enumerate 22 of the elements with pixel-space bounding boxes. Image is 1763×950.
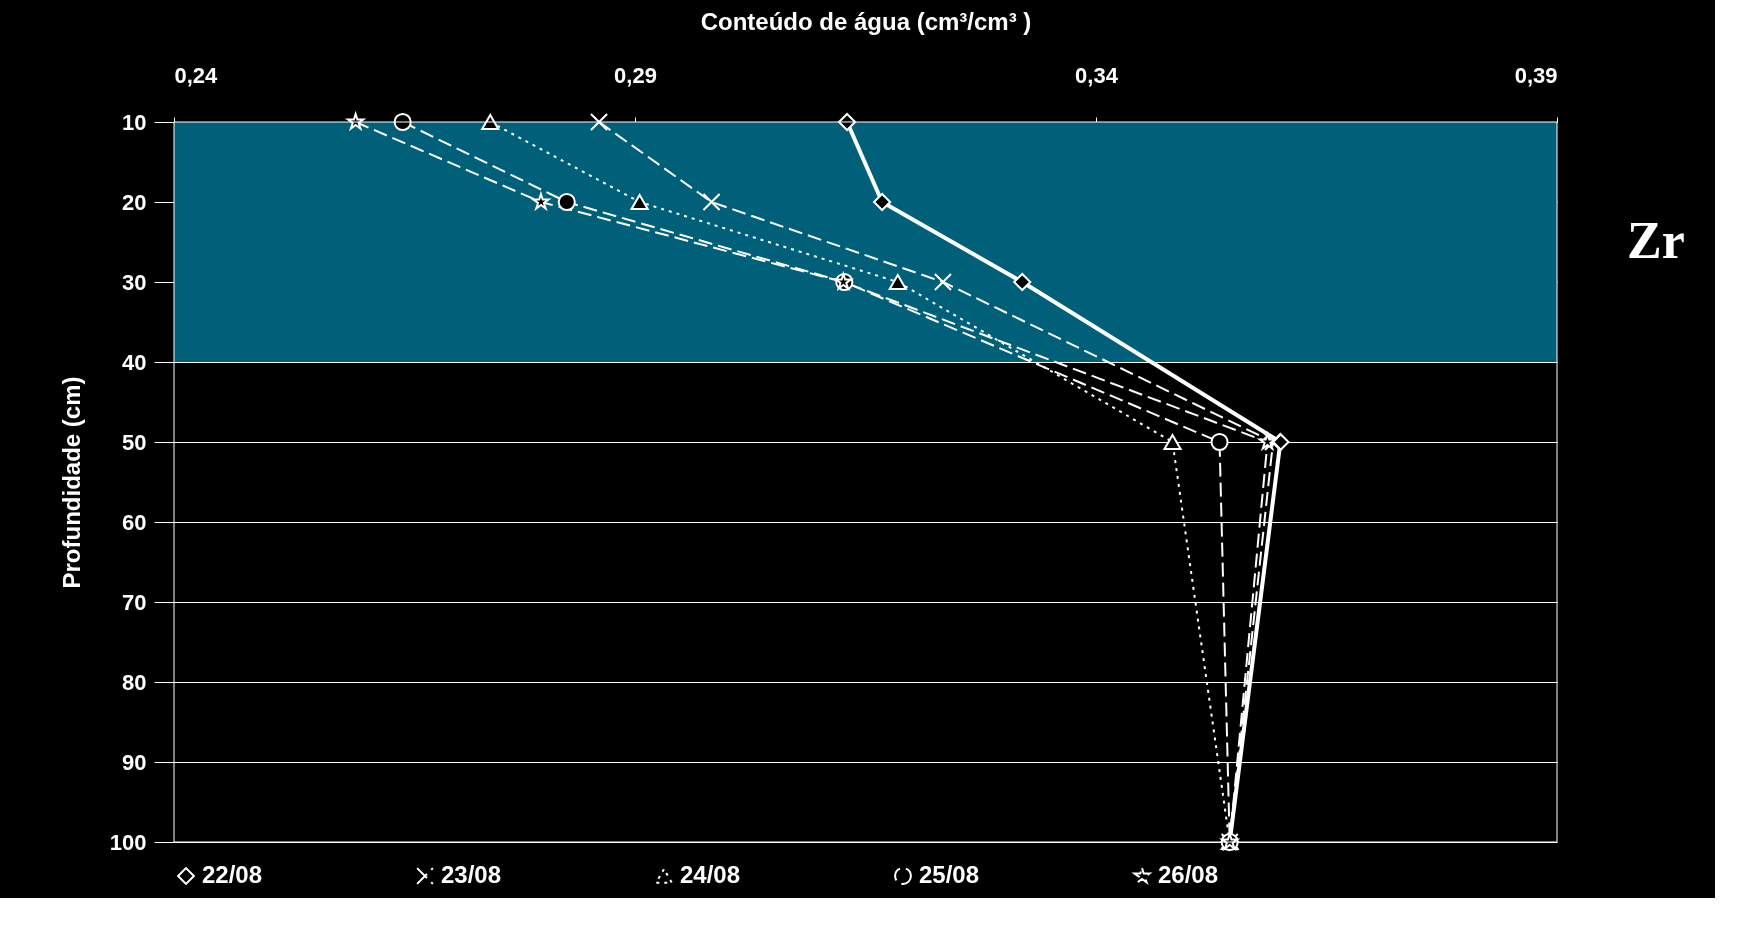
legend-label: 25/08 [919, 861, 980, 888]
y-tick-label: 40 [122, 349, 147, 375]
y-tick-label: 90 [122, 749, 147, 775]
x-axis-title: Conteúdo de água (cm³/cm³ ) [700, 7, 1032, 35]
x-tick-label: 0,39 [1514, 62, 1558, 88]
y-tick-label: 100 [109, 829, 147, 855]
legend-label: 24/08 [680, 861, 741, 888]
legend-label: 26/08 [1158, 861, 1219, 888]
y-tick-label: 30 [122, 269, 147, 295]
y-axis-title: Profundidade (cm) [57, 376, 85, 589]
y-tick-label: 20 [122, 189, 147, 215]
y-tick-label: 60 [122, 509, 147, 535]
x-tick-label: 0,29 [614, 62, 657, 88]
band-label: Zr [1627, 212, 1685, 269]
y-tick-label: 10 [122, 109, 147, 135]
legend-label: 22/08 [202, 861, 263, 888]
legend-label: 23/08 [441, 861, 502, 888]
x-tick-label: 0,34 [1075, 62, 1119, 88]
x-tick-label: 0,24 [174, 62, 219, 88]
y-tick-label: 80 [122, 669, 147, 695]
y-tick-label: 50 [122, 429, 147, 455]
y-tick-label: 70 [122, 589, 147, 615]
